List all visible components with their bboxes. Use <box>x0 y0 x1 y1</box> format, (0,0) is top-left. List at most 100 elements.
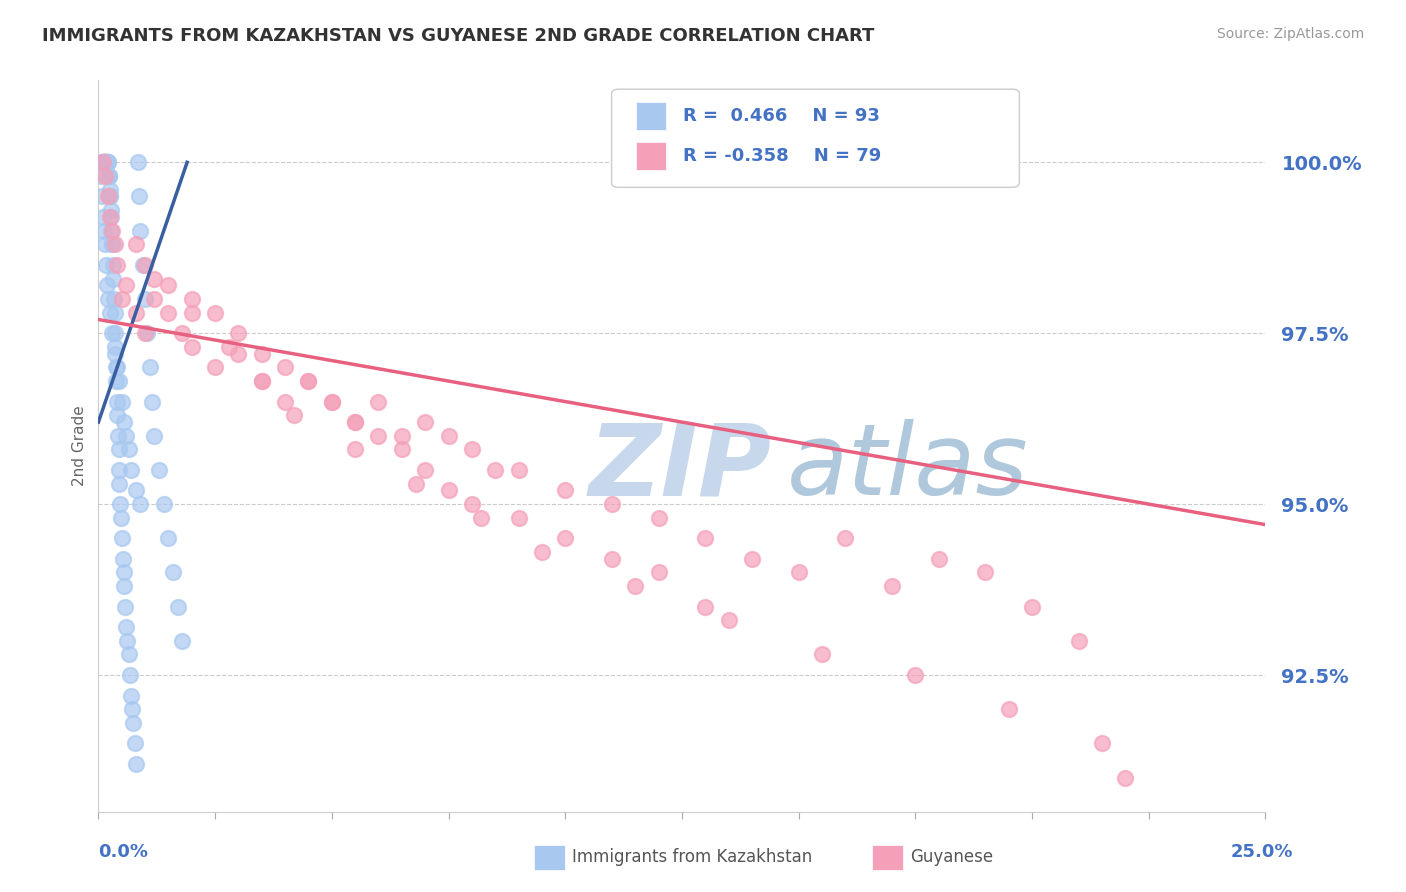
Point <box>157 278 180 293</box>
Point <box>98 189 121 203</box>
Point <box>143 271 166 285</box>
Point <box>104 340 127 354</box>
Point <box>94 155 117 169</box>
Point <box>104 347 127 361</box>
Point <box>105 374 128 388</box>
Point <box>117 633 139 648</box>
Point <box>508 463 530 477</box>
Point <box>461 497 484 511</box>
Text: 25.0%: 25.0% <box>1232 843 1294 861</box>
Point <box>94 258 117 272</box>
Point <box>717 613 740 627</box>
Point <box>91 155 114 169</box>
Text: 0.0%: 0.0% <box>98 843 149 861</box>
Point <box>1091 736 1114 750</box>
Point <box>93 155 115 169</box>
Point <box>297 374 319 388</box>
Point <box>98 189 121 203</box>
Point <box>94 237 117 252</box>
Point <box>120 463 142 477</box>
Point <box>134 258 156 272</box>
Point <box>162 566 184 580</box>
Point <box>118 442 141 457</box>
Point <box>120 689 142 703</box>
Point <box>470 510 492 524</box>
Point <box>228 326 250 341</box>
Point <box>100 210 122 224</box>
Point <box>91 210 114 224</box>
Point <box>103 292 125 306</box>
Point <box>101 326 124 341</box>
Point <box>105 394 128 409</box>
Point <box>274 394 297 409</box>
Point <box>695 599 717 614</box>
Point <box>111 292 134 306</box>
Point <box>1114 771 1136 785</box>
Point <box>600 551 623 566</box>
Point <box>136 326 159 341</box>
Point <box>91 189 114 203</box>
Point <box>115 278 138 293</box>
Point <box>108 442 131 457</box>
Point <box>93 224 115 238</box>
Point <box>283 409 305 423</box>
Point <box>90 169 112 183</box>
Point <box>94 155 117 169</box>
Point <box>93 155 115 169</box>
Point <box>115 620 138 634</box>
Point <box>129 224 152 238</box>
Point <box>98 169 121 183</box>
Point <box>111 531 134 545</box>
Point <box>111 394 134 409</box>
Point <box>132 258 155 272</box>
Point <box>98 210 121 224</box>
Point <box>96 278 118 293</box>
Point <box>1067 633 1090 648</box>
Point <box>121 702 143 716</box>
Point <box>484 463 506 477</box>
Text: IMMIGRANTS FROM KAZAKHSTAN VS GUYANESE 2ND GRADE CORRELATION CHART: IMMIGRANTS FROM KAZAKHSTAN VS GUYANESE 2… <box>42 27 875 45</box>
Point <box>91 155 114 169</box>
Point <box>111 551 134 566</box>
Point <box>600 497 623 511</box>
Point <box>530 545 553 559</box>
Point <box>172 326 194 341</box>
Point <box>624 579 647 593</box>
Point <box>554 531 576 545</box>
Point <box>128 189 150 203</box>
Point <box>928 551 950 566</box>
Point <box>166 599 188 614</box>
Point <box>124 736 146 750</box>
Point <box>204 360 226 375</box>
Text: ZIP: ZIP <box>589 419 772 516</box>
Point <box>367 429 389 443</box>
Point <box>508 510 530 524</box>
Point <box>100 224 122 238</box>
Point <box>405 476 427 491</box>
Text: R = -0.358    N = 79: R = -0.358 N = 79 <box>683 147 882 165</box>
Text: R =  0.466    N = 93: R = 0.466 N = 93 <box>683 107 880 125</box>
Point <box>180 292 202 306</box>
Point <box>90 155 112 169</box>
Point <box>97 155 120 169</box>
Point <box>647 510 669 524</box>
Point <box>974 566 997 580</box>
Point <box>880 579 903 593</box>
Point <box>344 415 367 429</box>
Point <box>172 633 194 648</box>
Point <box>139 360 162 375</box>
Point <box>228 347 250 361</box>
Point <box>122 715 145 730</box>
Point <box>437 429 460 443</box>
Point <box>97 169 120 183</box>
Point <box>93 155 115 169</box>
Text: Source: ZipAtlas.com: Source: ZipAtlas.com <box>1216 27 1364 41</box>
Point <box>180 306 202 320</box>
Point <box>96 155 118 169</box>
Point <box>344 415 367 429</box>
Point <box>218 340 240 354</box>
Point <box>94 155 117 169</box>
Point <box>108 463 131 477</box>
Point <box>94 155 117 169</box>
Point <box>321 394 343 409</box>
